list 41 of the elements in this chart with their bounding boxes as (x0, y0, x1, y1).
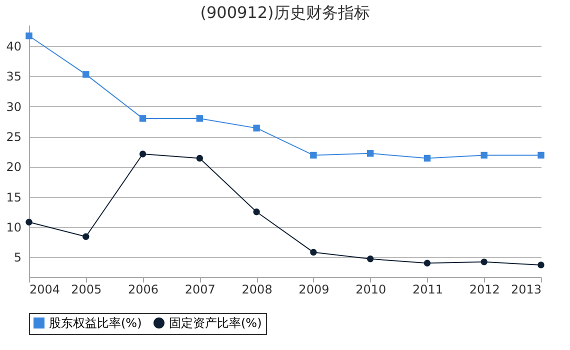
point (139, 150, 146, 158)
point (424, 260, 431, 266)
point (310, 152, 317, 159)
x-tick-label: 2006 (128, 282, 159, 296)
y-tick-label: 15 (6, 190, 22, 204)
x-tick-label: 2009 (298, 282, 330, 296)
x-tick-label: 2013 (510, 282, 542, 296)
point (480, 152, 488, 159)
x-tick-label: 2012 (469, 282, 500, 296)
point (196, 154, 204, 162)
point (253, 208, 260, 216)
point (82, 233, 90, 240)
x-tick-label: 2005 (71, 282, 102, 296)
y-tick-label: 5 (14, 250, 22, 265)
point (480, 258, 488, 266)
point (424, 154, 431, 162)
y-tick-label: 20 (6, 160, 22, 174)
chart-title: (900912)历史财务指标 (200, 3, 370, 22)
x-tick-label: 2008 (242, 282, 272, 296)
point (82, 71, 90, 78)
point (366, 150, 374, 157)
point (538, 262, 544, 268)
point (253, 124, 260, 132)
y-tick-label: 30 (6, 100, 22, 114)
x-tick-label: 2007 (184, 282, 216, 296)
point (310, 248, 317, 256)
point (26, 218, 32, 226)
point (26, 32, 32, 40)
x-tick-label: 2004 (30, 282, 60, 296)
point (366, 256, 374, 262)
point (196, 115, 204, 122)
x-tick-label: 2011 (412, 282, 443, 296)
point (538, 152, 544, 159)
y-tick-label: 25 (6, 130, 22, 144)
legend-label: 固定资产比率(%) (169, 316, 262, 330)
y-tick-label: 10 (6, 220, 22, 234)
legend-label: 股东权益比率(%) (49, 316, 142, 330)
y-tick-label: 35 (6, 70, 22, 84)
x-tick-label: 2010 (356, 282, 386, 296)
point (139, 115, 146, 122)
y-tick-label: 40 (6, 40, 22, 54)
